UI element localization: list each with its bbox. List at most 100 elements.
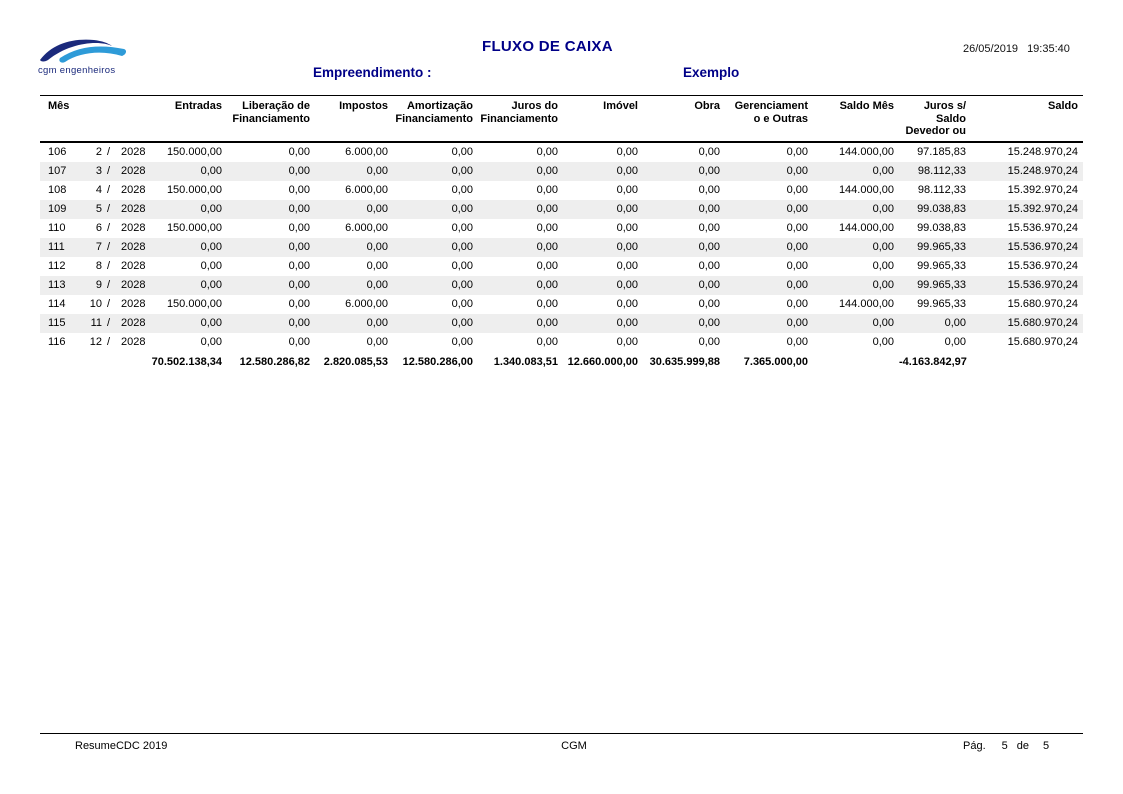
- col-header-juros-saldo: Juros s/ Saldo Devedor ou: [899, 94, 971, 143]
- row-number: 110: [48, 222, 66, 235]
- cell-liberacao: 0,00: [288, 298, 310, 311]
- cell-obra: 0,00: [698, 260, 720, 273]
- logo-brand-text: cgm engenheiros: [38, 65, 116, 76]
- total-amortizacao: 12.580.286,00: [402, 355, 473, 368]
- cell-imovel: 0,00: [616, 260, 638, 273]
- cell-amortizacao: 0,00: [451, 184, 473, 197]
- cell-obra: 0,00: [698, 146, 720, 159]
- row-year: 2028: [121, 222, 146, 235]
- cashflow-table: Mês Entradas Liberação de Financiamento …: [40, 94, 1083, 368]
- cell-juros-saldo: 99.038,83: [917, 222, 966, 235]
- cell-juros-financiamento: 0,00: [536, 260, 558, 273]
- table-row: 110 6 / 2028 150.000,00 0,00 6.000,00 0,…: [40, 219, 1083, 238]
- cell-juros-saldo: 99.038,83: [917, 203, 966, 216]
- table-row: 114 10 / 2028 150.000,00 0,00 6.000,00 0…: [40, 295, 1083, 314]
- month-year-separator: /: [106, 184, 111, 197]
- cell-juros-saldo: 99.965,33: [917, 298, 966, 311]
- month-year-separator: /: [106, 222, 111, 235]
- cell-obra: 0,00: [698, 298, 720, 311]
- cell-saldo-mes: 144.000,00: [838, 146, 894, 159]
- cell-saldo: 15.248.970,24: [1007, 146, 1078, 159]
- cell-mes: 108 4 / 2028: [40, 181, 145, 200]
- table-row: 109 5 / 2028 0,00 0,00 0,00 0,00 0,00 0,…: [40, 199, 1083, 219]
- cell-liberacao: 0,00: [288, 279, 310, 292]
- footer-pagination: Pág. 5 de 5: [963, 740, 1049, 752]
- footer-company: CGM: [561, 740, 587, 752]
- table-row: 106 2 / 2028 150.000,00 0,00 6.000,00 0,…: [40, 142, 1083, 162]
- cell-juros-financiamento: 0,00: [536, 222, 558, 235]
- table-row: 108 4 / 2028 150.000,00 0,00 6.000,00 0,…: [40, 181, 1083, 200]
- cell-entradas: 150.000,00: [166, 298, 222, 311]
- row-month: 12: [89, 336, 102, 349]
- cell-amortizacao: 0,00: [451, 298, 473, 311]
- cell-imovel: 0,00: [616, 222, 638, 235]
- cell-juros-financiamento: 0,00: [536, 146, 558, 159]
- cell-saldo: 15.536.970,24: [1007, 279, 1078, 292]
- total-pages: 5: [1043, 740, 1050, 752]
- month-year-separator: /: [106, 146, 111, 159]
- cell-gerenciamento: 0,00: [786, 203, 808, 216]
- cell-mes: 110 6 / 2028: [40, 219, 145, 238]
- cell-juros-saldo: 99.965,33: [917, 260, 966, 273]
- row-year: 2028: [121, 336, 146, 349]
- col-header-saldo-mes: Saldo Mês: [813, 94, 899, 143]
- row-year: 2028: [121, 203, 146, 216]
- cell-amortizacao: 0,00: [451, 241, 473, 254]
- cell-mes: 114 10 / 2028: [40, 295, 145, 314]
- cell-gerenciamento: 0,00: [786, 241, 808, 254]
- row-year: 2028: [121, 279, 146, 292]
- cell-impostos: 6.000,00: [345, 222, 388, 235]
- logo-swoosh-icon: [40, 39, 127, 63]
- cell-impostos: 6.000,00: [345, 298, 388, 311]
- cell-liberacao: 0,00: [288, 317, 310, 330]
- cell-mes: 116 12 / 2028: [40, 333, 145, 352]
- cell-gerenciamento: 0,00: [786, 279, 808, 292]
- month-year-separator: /: [106, 260, 111, 273]
- page-number: 5: [1001, 740, 1008, 752]
- print-datetime: 26/05/2019 19:35:40: [963, 43, 1070, 55]
- page-separator: de: [1016, 740, 1030, 752]
- cell-entradas: 0,00: [200, 165, 222, 178]
- row-month: 7: [95, 241, 102, 254]
- cell-saldo: 15.392.970,24: [1007, 184, 1078, 197]
- row-month: 4: [95, 184, 102, 197]
- month-year-separator: /: [106, 165, 111, 178]
- month-year-separator: /: [106, 279, 111, 292]
- row-month: 3: [95, 165, 102, 178]
- cell-entradas: 0,00: [200, 260, 222, 273]
- table-row: 107 3 / 2028 0,00 0,00 0,00 0,00 0,00 0,…: [40, 161, 1083, 181]
- cell-amortizacao: 0,00: [451, 260, 473, 273]
- total-obra: 30.635.999,88: [649, 355, 720, 368]
- cell-saldo: 15.536.970,24: [1007, 222, 1078, 235]
- row-number: 108: [48, 184, 67, 197]
- cell-saldo: 15.680.970,24: [1007, 336, 1078, 349]
- cell-entradas: 0,00: [200, 203, 222, 216]
- month-year-separator: /: [106, 298, 111, 311]
- cell-entradas: 0,00: [200, 241, 222, 254]
- cell-imovel: 0,00: [616, 165, 638, 178]
- total-saldo-mes: [813, 352, 899, 368]
- row-year: 2028: [121, 165, 146, 178]
- cell-juros-saldo: 99.965,33: [917, 241, 966, 254]
- total-liberacao: 12.580.286,82: [239, 355, 310, 368]
- row-year: 2028: [121, 184, 146, 197]
- col-header-gerenciamento: Gerenciament o e Outras: [725, 94, 813, 143]
- row-month: 11: [90, 317, 102, 330]
- cell-saldo-mes: 144.000,00: [838, 184, 894, 197]
- cell-liberacao: 0,00: [288, 260, 310, 273]
- row-month: 5: [95, 203, 102, 216]
- table-body: 106 2 / 2028 150.000,00 0,00 6.000,00 0,…: [40, 142, 1083, 352]
- cell-saldo: 15.680.970,24: [1007, 298, 1078, 311]
- cell-obra: 0,00: [698, 203, 720, 216]
- cell-imovel: 0,00: [616, 203, 638, 216]
- cell-saldo-mes: 0,00: [872, 336, 894, 349]
- row-number: 114: [48, 298, 66, 311]
- col-header-impostos: Impostos: [315, 94, 393, 143]
- row-month: 2: [95, 146, 102, 159]
- cell-juros-financiamento: 0,00: [536, 203, 558, 216]
- cell-gerenciamento: 0,00: [786, 317, 808, 330]
- cell-saldo-mes: 0,00: [872, 317, 894, 330]
- row-number: 109: [48, 203, 67, 216]
- cell-amortizacao: 0,00: [451, 146, 473, 159]
- cell-imovel: 0,00: [616, 336, 638, 349]
